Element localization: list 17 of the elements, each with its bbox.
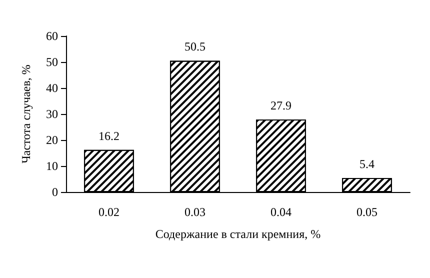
y-tick-label: 30 — [46, 107, 58, 121]
y-tick-label: 40 — [46, 81, 58, 95]
x-axis-title: Содержание в стали кремния, % — [155, 227, 321, 241]
y-tick-label: 10 — [46, 159, 58, 173]
y-tick-label: 0 — [52, 185, 58, 199]
data-label: 50.5 — [184, 40, 206, 54]
x-tick-label: 0.04 — [270, 205, 292, 219]
y-tick-label: 50 — [46, 55, 58, 69]
x-tick-label: 0.02 — [98, 205, 120, 219]
x-tick-label: 0.05 — [356, 205, 378, 219]
data-label: 5.4 — [360, 156, 374, 171]
data-label: 16.2 — [98, 128, 120, 143]
x-tick-label: 0.03 — [184, 205, 206, 219]
y-tick-label: 60 — [46, 29, 58, 43]
y-axis-title: Частота случаев, % — [19, 64, 33, 164]
y-tick-label: 20 — [46, 133, 58, 147]
data-label: 27.9 — [270, 98, 292, 112]
